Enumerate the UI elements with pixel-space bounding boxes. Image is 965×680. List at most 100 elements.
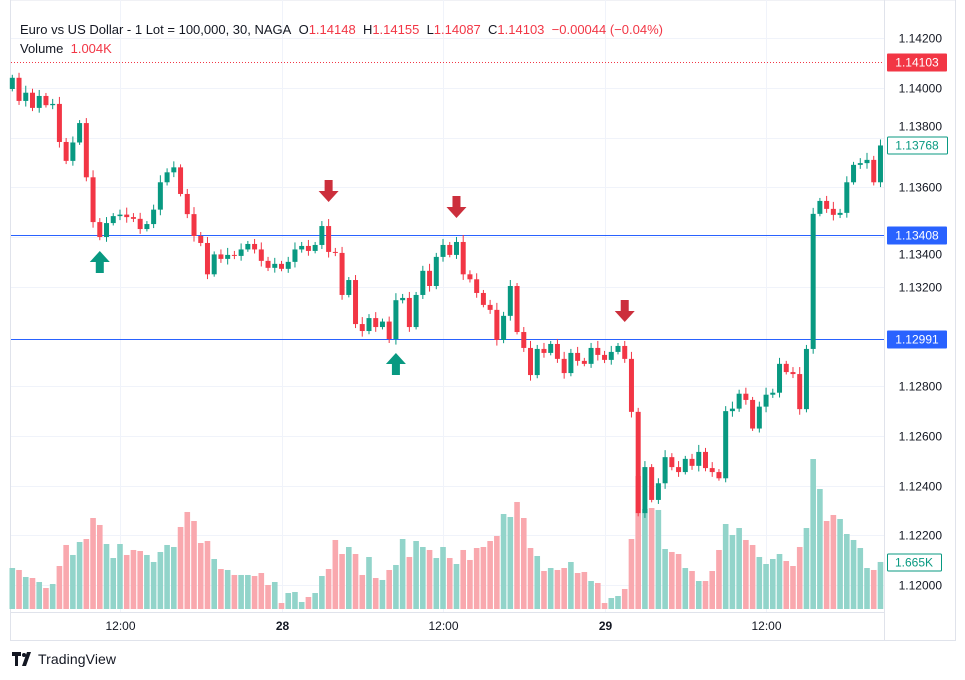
time-tick-label: 12:00 — [751, 619, 781, 633]
level-price-label-bg — [887, 226, 947, 245]
candle-body — [494, 309, 500, 340]
price-tick-label: 1.12200 — [899, 529, 943, 543]
candle-body — [359, 324, 365, 332]
candle-body — [554, 343, 560, 359]
volume-bar — [669, 551, 675, 609]
candle-body — [756, 406, 762, 429]
volume-bar — [453, 564, 460, 609]
candle-body — [83, 123, 89, 178]
volume-bar — [433, 558, 440, 609]
candle-body — [534, 348, 540, 376]
candle-body — [9, 77, 15, 89]
time-axis[interactable]: 12:00 28 12:00 29 12:00 — [105, 619, 781, 633]
candle-body — [642, 467, 648, 514]
level-price-label-bg — [887, 330, 947, 349]
volume-bar — [372, 578, 379, 609]
volume-bar — [588, 581, 594, 609]
last-price-label-bg — [887, 53, 947, 72]
volume-bars — [9, 459, 884, 609]
candle-body — [770, 392, 776, 395]
candle-body — [211, 254, 217, 275]
candle-body — [595, 347, 601, 355]
candle-body — [299, 245, 305, 250]
volume-bar — [837, 519, 843, 609]
price-tick-label: 1.13600 — [899, 181, 943, 195]
volume-bar — [90, 518, 96, 609]
price-tick-label: 1.12600 — [899, 430, 943, 444]
candle-body — [864, 159, 870, 164]
candle-body — [736, 393, 742, 409]
volume-bar — [245, 574, 251, 609]
candle-body — [467, 274, 473, 280]
volume-bar — [298, 601, 305, 609]
sell-arrow-icon — [614, 299, 635, 322]
candle-body — [184, 193, 190, 215]
volume-bar — [803, 528, 810, 609]
volume-bar — [823, 521, 830, 609]
candle-body — [588, 347, 594, 364]
candle-body — [514, 286, 520, 333]
candle-body — [252, 243, 258, 250]
change-value: −0.00044 (−0.04%) — [551, 22, 663, 37]
candle-body — [797, 374, 803, 410]
low-label: L — [426, 22, 434, 37]
volume-bar — [157, 551, 164, 609]
volume-bar — [231, 574, 238, 609]
volume-bar — [736, 528, 742, 609]
level-lines[interactable] — [11, 62, 884, 340]
volume-bar — [769, 559, 776, 609]
volume-bar — [722, 524, 729, 609]
close-value: 1.14103 — [497, 22, 545, 37]
candle-body — [218, 254, 224, 259]
candle-body — [810, 213, 816, 349]
level-price-label: 1.12991 — [895, 333, 939, 347]
volume-bar — [500, 514, 507, 609]
volume-bar — [258, 573, 265, 609]
tradingview-logo-icon — [12, 652, 31, 666]
volume-bar — [346, 546, 352, 609]
volume-bar — [103, 544, 110, 609]
volume-bar — [184, 511, 191, 609]
volume-bar — [729, 534, 736, 609]
volume-bar — [554, 569, 561, 609]
candle-body — [528, 347, 534, 376]
volume-bar — [171, 546, 177, 609]
volume-bar — [574, 573, 581, 609]
candle-body — [305, 245, 311, 251]
candle-body — [238, 249, 244, 256]
volume-bar — [494, 536, 500, 609]
candle-body — [279, 263, 284, 269]
candle-body — [50, 103, 56, 106]
price-tick-label: 1.14200 — [899, 32, 943, 46]
low-value: 1.14087 — [433, 22, 481, 37]
candle-body — [649, 467, 655, 500]
volume-label[interactable]: Volume — [20, 41, 64, 56]
volume-bar — [56, 566, 63, 609]
candle-body — [285, 261, 291, 269]
candle-body — [393, 300, 399, 339]
candle-body — [628, 358, 634, 412]
candle-body — [104, 223, 110, 237]
ohlc-row: Euro vs US Dollar - 1 Lot = 100,000, 30,… — [20, 20, 663, 39]
candle-body — [353, 280, 359, 325]
volume-bar — [130, 549, 137, 609]
volume-bar — [76, 541, 83, 609]
tradingview-logo[interactable]: TradingView — [12, 651, 116, 667]
volume-bar — [224, 569, 231, 609]
price-axis[interactable]: 1.14200 1.14000 1.13800 1.13600 1.13400 1.132… — [899, 32, 943, 593]
open-label: O — [298, 22, 309, 37]
volume-bar — [520, 518, 527, 609]
candle-body — [427, 270, 433, 287]
symbol-title[interactable]: Euro vs US Dollar - 1 Lot = 100,000, 30,… — [20, 22, 292, 37]
volume-bar — [22, 576, 29, 609]
candle-body — [191, 214, 197, 237]
candle-body — [487, 304, 493, 310]
candle-body — [608, 351, 614, 360]
price-tick-label: 1.12000 — [899, 579, 943, 593]
candle-body — [763, 394, 769, 407]
volume-bar — [96, 524, 103, 609]
volume-bar — [642, 509, 648, 609]
volume-bar — [817, 489, 823, 609]
candle-body — [783, 363, 789, 373]
